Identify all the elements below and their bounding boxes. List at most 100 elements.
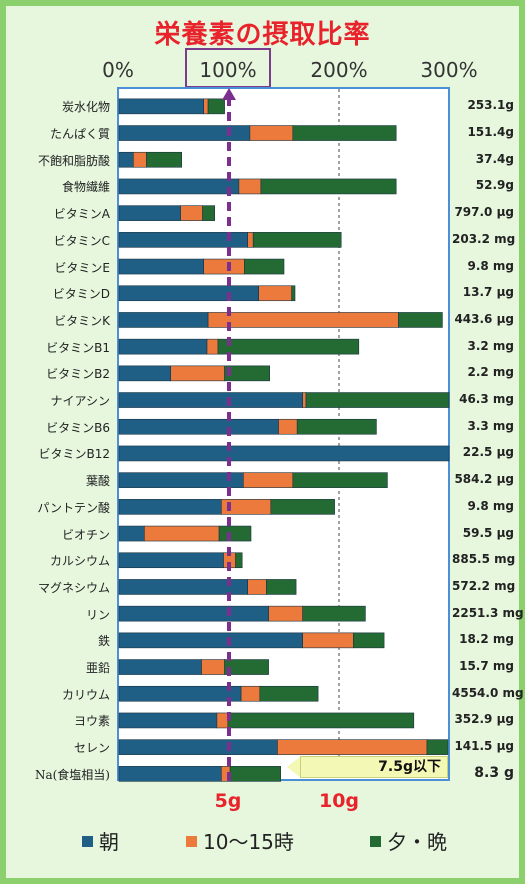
bar-2-series-1 — [133, 151, 147, 168]
bar-16-series-2 — [218, 525, 252, 542]
bar-15-series-2 — [270, 499, 335, 515]
bar-23-series-0 — [118, 712, 218, 729]
row-label-25: Na(食塩相当) — [34, 767, 110, 782]
bar-25-series-2 — [229, 766, 282, 782]
bar-8-series-2 — [398, 312, 443, 328]
row-label-15: パントテン酸 — [37, 500, 110, 515]
bar-23-series-2 — [227, 712, 415, 729]
row-amount-11: 46.3 mg — [459, 392, 514, 407]
bar-7-series-0 — [118, 285, 259, 302]
bar-7-series-1 — [258, 285, 293, 302]
bar-13-series-0 — [118, 445, 450, 462]
bar-7-series-2 — [291, 285, 296, 302]
row-amount-13: 22.5 µg — [462, 445, 514, 460]
row-label-18: マグネシウム — [37, 580, 110, 595]
bar-14-series-1 — [243, 472, 294, 488]
row-label-21: 亜鉛 — [85, 661, 110, 676]
row-amount-6: 9.8 mg — [467, 258, 514, 273]
salt-tick-5g: 5g — [214, 790, 242, 812]
bar-17-series-0 — [118, 552, 224, 569]
x-tick-300: 300% — [420, 58, 478, 82]
bar-21-series-0 — [118, 659, 202, 675]
bar-19-series-1 — [268, 605, 304, 622]
legend-label-morning: 朝 — [99, 830, 119, 854]
row-label-20: 鉄 — [97, 634, 110, 649]
bar-2-series-2 — [146, 151, 183, 168]
bar-10-series-2 — [224, 365, 271, 382]
legend: 朝 10〜15時 夕・晩 — [0, 826, 525, 856]
row-label-6: ビタミンE — [54, 260, 110, 275]
legend-label-midday: 10〜15時 — [203, 830, 294, 854]
row-label-19: リン — [85, 607, 110, 622]
row-label-4: ビタミンA — [53, 207, 110, 222]
row-label-0: 炭水化物 — [61, 100, 110, 115]
row-amount-7: 13.7 µg — [462, 285, 514, 300]
row-label-7: ビタミンD — [52, 287, 110, 302]
salt-limit-callout: 7.5g以下 — [300, 756, 448, 778]
row-amount-15: 9.8 mg — [467, 498, 514, 513]
bar-21-series-2 — [224, 659, 269, 675]
bar-24-series-2 — [426, 739, 449, 755]
row-amount-16: 59.5 µg — [462, 525, 514, 540]
bar-17-series-2 — [235, 552, 243, 569]
row-label-14: 葉酸 — [85, 474, 110, 489]
row-amount-1: 151.4g — [467, 125, 514, 140]
callout-arrow — [287, 756, 301, 778]
row-amount-0: 253.1g — [467, 98, 514, 113]
row-label-13: ビタミンB12 — [38, 447, 110, 462]
bar-18-series-2 — [266, 579, 297, 595]
row-amount-8: 443.6 µg — [454, 311, 514, 326]
legend-item-morning: 朝 — [82, 826, 119, 855]
row-amount-5: 203.2 mg — [452, 231, 516, 246]
bar-9-series-1 — [206, 338, 219, 355]
row-amount-25: 8.3 g — [474, 764, 514, 781]
bar-6-series-2 — [244, 258, 285, 275]
bar-20-series-1 — [302, 632, 354, 649]
bar-14-series-0 — [118, 472, 244, 488]
bar-6-series-1 — [203, 258, 245, 275]
bar-3-series-1 — [238, 178, 262, 195]
row-label-16: ビオチン — [61, 527, 110, 542]
bar-12-series-2 — [296, 418, 377, 435]
row-amount-21: 15.7 mg — [459, 659, 514, 674]
row-amount-14: 584.2 µg — [454, 472, 514, 487]
row-label-8: ビタミンK — [54, 313, 110, 328]
legend-swatch-morning — [82, 836, 93, 847]
bar-14-series-2 — [292, 472, 388, 488]
bar-0-series-0 — [118, 98, 204, 115]
legend-item-evening: 夕・晩 — [370, 826, 447, 855]
bar-23-series-1 — [216, 712, 229, 729]
bar-15-series-0 — [118, 499, 222, 515]
row-label-12: ビタミンB6 — [46, 420, 110, 435]
bar-5-series-2 — [252, 232, 342, 248]
row-amount-23: 352.9 µg — [454, 712, 514, 727]
bar-22-series-0 — [118, 685, 242, 702]
legend-swatch-evening — [370, 836, 381, 847]
bar-12-series-1 — [278, 418, 298, 435]
bar-0-series-1 — [203, 98, 209, 115]
legend-label-evening: 夕・晩 — [387, 830, 447, 854]
bar-1-series-2 — [292, 125, 397, 141]
x-tick-100: 100% — [199, 58, 257, 82]
bar-8-series-1 — [207, 312, 399, 328]
bar-4-series-2 — [202, 205, 216, 221]
salt-tick-10g: 10g — [318, 790, 360, 812]
row-amount-2: 37.4g — [475, 151, 514, 166]
bar-16-series-0 — [118, 525, 145, 542]
bar-16-series-1 — [144, 525, 220, 542]
row-label-17: カルシウム — [49, 554, 110, 569]
bar-20-series-0 — [118, 632, 303, 649]
row-label-11: ナイアシン — [50, 394, 110, 409]
bar-12-series-0 — [118, 418, 279, 435]
row-amount-22: 4554.0 mg — [452, 685, 524, 700]
row-amount-4: 797.0 µg — [454, 205, 514, 220]
bar-6-series-0 — [118, 258, 204, 275]
bar-9-series-0 — [118, 338, 208, 355]
bar-20-series-2 — [352, 632, 385, 649]
row-amount-12: 3.3 mg — [467, 418, 514, 433]
bar-5-series-1 — [247, 232, 254, 248]
bar-24-series-0 — [118, 739, 278, 755]
row-label-23: ヨウ素 — [73, 714, 110, 729]
bar-11-series-1 — [302, 392, 307, 408]
